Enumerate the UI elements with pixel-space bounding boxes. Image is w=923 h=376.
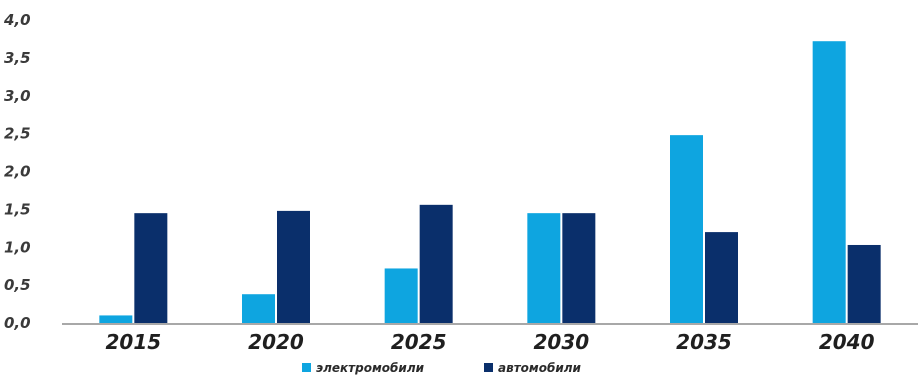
y-tick-label: 2,5 <box>4 125 31 143</box>
legend: электромобили автомобили <box>302 361 582 375</box>
y-tick-label: 1,0 <box>4 238 31 256</box>
y-tick-label: 0,5 <box>4 276 31 294</box>
bar-car-2025 <box>419 204 453 323</box>
x-axis-ticks: 2015 2020 2025 2030 2035 2040 <box>105 330 874 354</box>
bar-car-2040 <box>847 244 881 323</box>
y-tick-label: 0,0 <box>4 314 31 332</box>
bar-ev-2035 <box>670 135 703 323</box>
legend-label: электромобили <box>316 361 425 375</box>
y-tick-label: 3,5 <box>4 49 31 67</box>
bar-ev-2015 <box>99 315 133 323</box>
x-tick-label: 2025 <box>391 330 447 354</box>
x-tick-label: 2030 <box>533 330 589 354</box>
bar-ev-2030 <box>527 213 561 323</box>
bar-ev-2040 <box>812 41 846 324</box>
x-tick-label: 2015 <box>105 330 161 354</box>
bar-car-2030 <box>562 213 596 323</box>
y-tick-label: 1,5 <box>4 200 31 218</box>
bars <box>99 41 881 324</box>
bar-car-2035 <box>705 232 738 323</box>
legend-swatch <box>302 363 311 372</box>
bar-ev-2020 <box>242 294 275 323</box>
x-tick-label: 2040 <box>819 330 875 354</box>
x-tick-label: 2035 <box>676 330 732 354</box>
bar-car-2015 <box>134 213 168 323</box>
bar-car-2020 <box>277 210 310 323</box>
legend-swatch <box>484 363 493 372</box>
legend-label: автомобили <box>498 361 582 375</box>
y-tick-label: 4,0 <box>3 11 31 29</box>
y-tick-label: 3,0 <box>4 87 31 105</box>
y-tick-label: 2,0 <box>4 163 31 181</box>
bar-ev-2025 <box>384 268 418 323</box>
y-axis-ticks: 0,0 0,5 1,0 1,5 2,0 2,5 3,0 3,5 4,0 <box>3 11 31 332</box>
x-tick-label: 2020 <box>248 330 304 354</box>
